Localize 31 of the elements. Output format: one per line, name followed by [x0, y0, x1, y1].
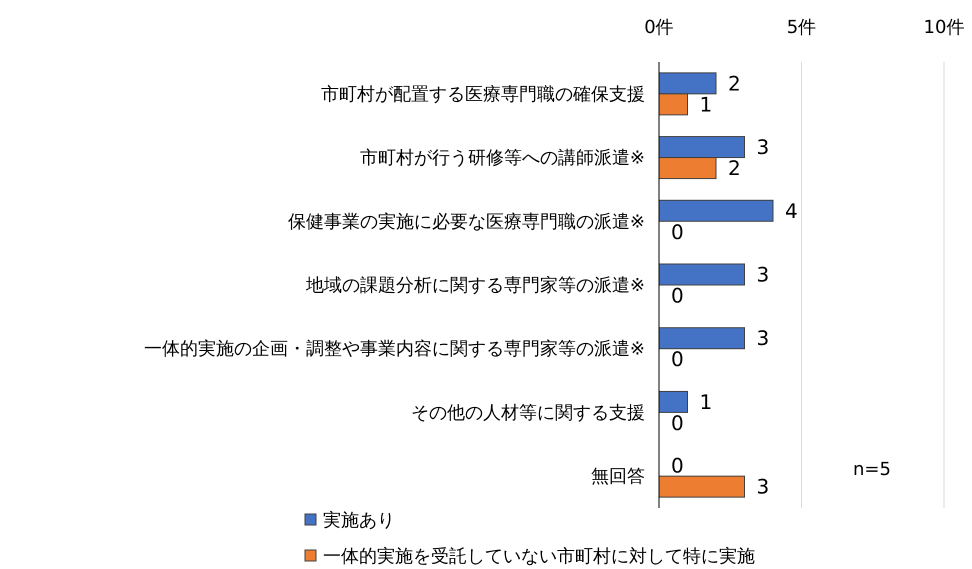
data-label: 2 [728, 156, 741, 180]
y-tick-label: その他の人材等に関する支援 [411, 402, 645, 424]
data-label: 3 [756, 474, 770, 499]
y-tick-label: 一体的実施の企画・調整や事業内容に関する専門家等の派遣※ [144, 338, 645, 360]
bar [658, 264, 745, 286]
y-tick-label: 地域の課題分析に関する専門家等の派遣※ [304, 275, 645, 296]
y-tick-label: 市町村が配置する医療専門職の確保支援 [321, 84, 645, 105]
data-label: 1 [700, 92, 712, 116]
x-tick-label: 0件 [644, 17, 674, 38]
data-label: 3 [756, 262, 770, 286]
y-tick-label: 無回答 [591, 466, 645, 488]
y-tick-label: 市町村が行う研修等への講師派遣※ [360, 148, 645, 169]
data-label: 0 [671, 220, 684, 244]
data-label: 2 [728, 71, 741, 96]
data-label: 0 [671, 347, 684, 372]
data-label: 1 [700, 390, 712, 414]
data-label: 0 [671, 284, 684, 308]
bar [658, 476, 745, 498]
x-tick-label: 5件 [786, 17, 816, 38]
data-label: 3 [756, 135, 770, 160]
y-tick-label: 保健事業の実施に必要な医療専門職の派遣※ [288, 211, 645, 232]
bar [658, 200, 774, 222]
annotation: n=5 [853, 459, 891, 480]
data-label: 3 [756, 326, 770, 350]
x-tick-label: 10件 [924, 17, 964, 38]
data-label: 0 [671, 410, 684, 435]
bar [658, 327, 745, 350]
data-label: 0 [671, 454, 684, 478]
data-label: 4 [785, 198, 798, 223]
legend-label: 実施あり [323, 510, 395, 531]
bar [658, 390, 688, 413]
